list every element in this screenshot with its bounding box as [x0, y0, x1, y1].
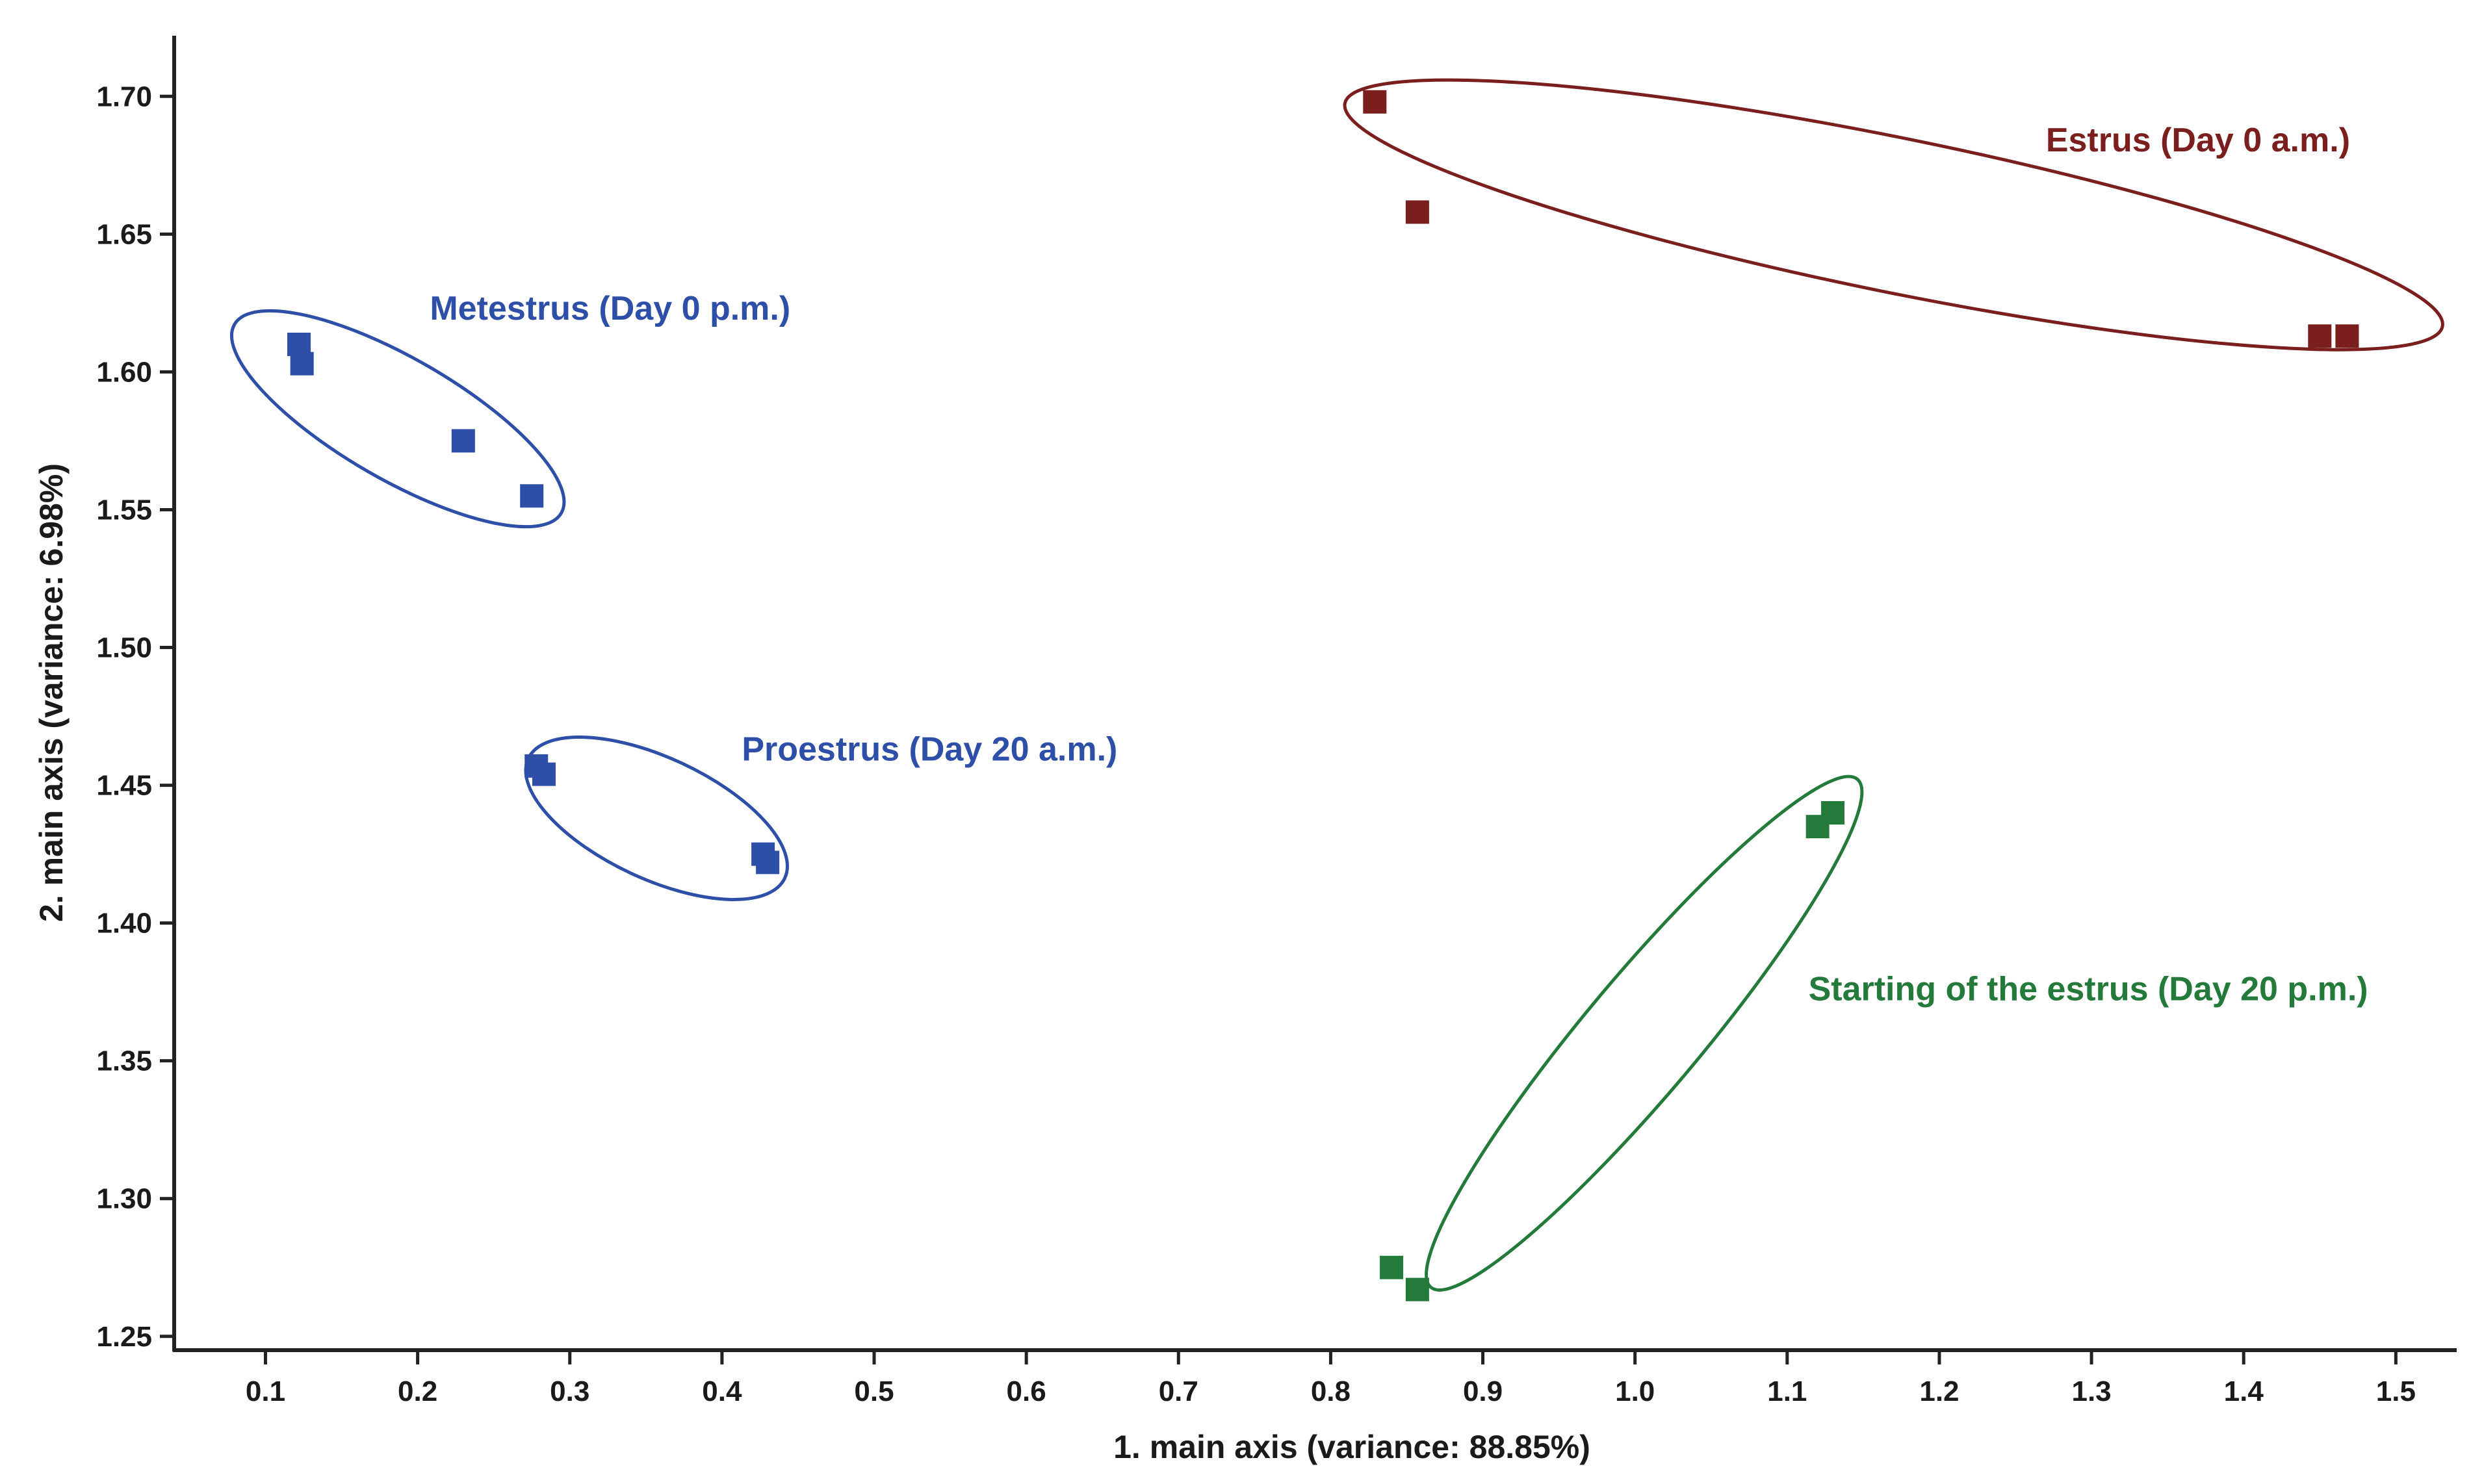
x-tick-label: 1.4 [2224, 1375, 2264, 1407]
x-tick-label: 1.5 [2376, 1375, 2416, 1407]
x-tick-label: 0.8 [1311, 1375, 1351, 1407]
y-tick-label: 1.65 [96, 218, 152, 250]
data-point [532, 762, 556, 786]
group-label-3: Starting of the estrus (Day 20 p.m.) [1809, 970, 2368, 1008]
data-point [290, 352, 314, 376]
cluster-ellipses [229, 78, 2444, 1292]
x-tick-label: 1.0 [1615, 1375, 1655, 1407]
data-point [2308, 324, 2332, 348]
y-tick-label: 1.25 [96, 1321, 152, 1353]
x-tick-label: 0.1 [246, 1375, 285, 1407]
cluster-ellipse-1 [229, 309, 566, 529]
group-label-2: Proestrus (Day 20 a.m.) [742, 730, 1117, 768]
x-tick-label: 1.2 [1919, 1375, 1959, 1407]
x-tick-label: 1.1 [1767, 1375, 1807, 1407]
data-point [1380, 1255, 1404, 1279]
data-point [1405, 1277, 1429, 1301]
y-axis-title: 2. main axis (variance: 6.98%) [33, 463, 70, 922]
x-tick-label: 0.7 [1159, 1375, 1198, 1407]
data-point [1405, 200, 1429, 224]
cluster-ellipse-3 [1425, 774, 1864, 1292]
y-tick-label: 1.30 [96, 1183, 152, 1215]
x-tick-label: 0.2 [398, 1375, 437, 1407]
y-tick-label: 1.70 [96, 81, 152, 112]
y-tick-label: 1.50 [96, 632, 152, 664]
group-label-1: Metestrus (Day 0 p.m.) [430, 290, 790, 327]
y-tick-label: 1.35 [96, 1045, 152, 1077]
data-point [756, 851, 780, 875]
data-point [1821, 800, 1845, 825]
group-labels: Estrus (Day 0 a.m.) Metestrus (Day 0 p.m.… [430, 122, 2368, 1008]
y-tick-label: 1.55 [96, 494, 152, 526]
data-point [1363, 90, 1387, 114]
x-tick-label: 0.5 [854, 1375, 894, 1407]
y-tick-label: 1.40 [96, 908, 152, 940]
group-label-0: Estrus (Day 0 a.m.) [2046, 122, 2350, 159]
cluster-ellipse-0 [1343, 78, 2444, 352]
y-tick-label: 1.60 [96, 356, 152, 388]
x-tick-label: 0.4 [702, 1375, 742, 1407]
data-point [451, 429, 475, 453]
x-tick-label: 1.3 [2071, 1375, 2111, 1407]
data-point [2335, 324, 2359, 348]
x-tick-label: 0.6 [1007, 1375, 1046, 1407]
axes: 0.1 0.2 0.3 0.4 0.5 0.6 0.7 0.8 0.9 1.0 1.1 1.2 1.3 1… [96, 36, 2457, 1407]
x-tick-label: 0.9 [1463, 1375, 1503, 1407]
data-points [287, 90, 2359, 1301]
x-axis-title: 1. main axis (variance: 88.85%) [1113, 1429, 1590, 1465]
data-point [520, 484, 544, 508]
x-tick-label: 0.3 [550, 1375, 589, 1407]
y-tick-label: 1.45 [96, 770, 152, 802]
